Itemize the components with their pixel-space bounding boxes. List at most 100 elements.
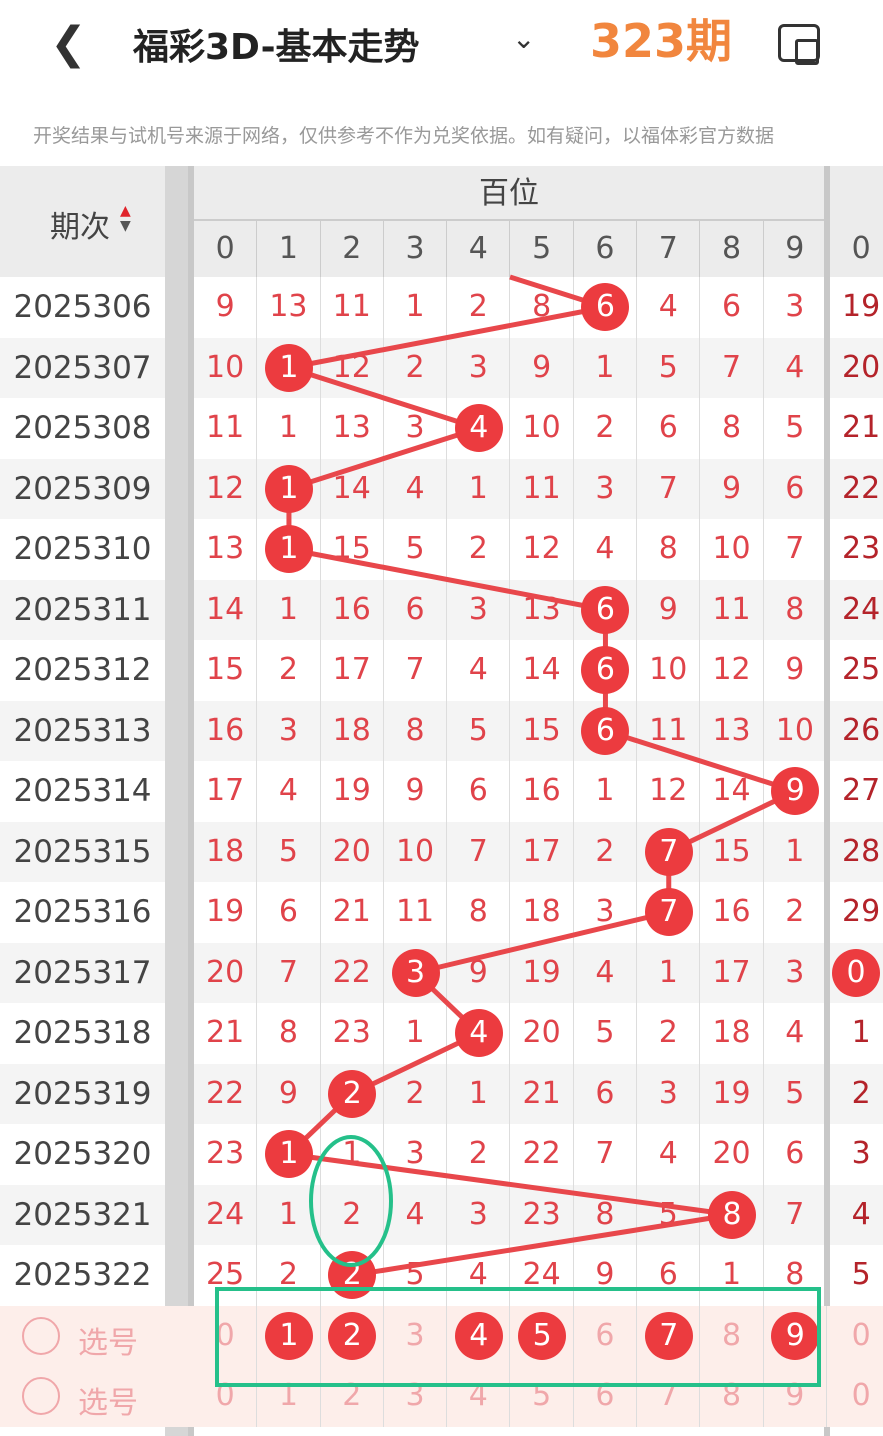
hit-cell: [384, 942, 448, 1003]
hit-cell: [574, 579, 638, 640]
omission-cell: 7: [384, 640, 448, 701]
omission-cell: 10: [511, 398, 574, 459]
omission-cell: 2: [447, 1124, 511, 1185]
pick-digit[interactable]: 6: [574, 1305, 638, 1366]
hundreds-group-header: 百位: [194, 166, 824, 221]
omission-cell: 2: [257, 640, 321, 701]
green-box-annotation: [215, 1287, 821, 1387]
pick-digit-selected[interactable]: [447, 1305, 511, 1366]
chevron-down-icon[interactable]: ⌄: [512, 22, 536, 55]
table-row: 2025312 15 2 17 7 4 14 10 12 9 25: [0, 640, 883, 701]
omission-cell: 2: [447, 519, 511, 580]
selected-digit-ball[interactable]: 2: [328, 1311, 377, 1360]
table-row: 2025319 22 9 2 1 21 6 3 19 5 2: [0, 1063, 883, 1124]
period-cell: 2025319: [13, 1075, 152, 1112]
table-row: 2025313 16 3 18 8 5 15 11 13 10 26: [0, 700, 883, 761]
pick-digit-selected[interactable]: [511, 1305, 574, 1366]
pick-row: 选号 0 1 2 3 4 5 6 7 8 9 0: [0, 1366, 883, 1427]
omission-cell: 4: [447, 640, 511, 701]
omission-cell: 13: [321, 398, 384, 459]
omission-cell: 3: [574, 458, 638, 519]
pick-digit-selected[interactable]: [637, 1305, 701, 1366]
pick-digit[interactable]: 3: [384, 1305, 448, 1366]
back-chevron-left-icon[interactable]: ❮: [50, 18, 87, 69]
omission-cell: 3: [384, 398, 448, 459]
omission-cell: 8: [384, 700, 448, 761]
hit-ball: 2: [328, 1069, 377, 1118]
period-header[interactable]: 期次: [50, 210, 110, 245]
hit-ball: 6: [581, 706, 630, 755]
trend-line-segment: [288, 1151, 733, 1218]
omission-cell: 14: [321, 458, 384, 519]
omission-cell: 6: [637, 398, 701, 459]
selected-digit-ball[interactable]: 9: [771, 1311, 820, 1360]
omission-cell: 8: [257, 1003, 321, 1064]
omission-cell: 7: [574, 1124, 638, 1185]
pick-next-digit[interactable]: 0: [830, 1366, 883, 1427]
next-group-cell: 28: [830, 822, 883, 883]
sort-icon[interactable]: ▲ ▼: [120, 203, 131, 234]
omission-cell: 18: [700, 1003, 764, 1064]
omission-cell: 10: [764, 700, 827, 761]
omission-cell: 2: [384, 1063, 448, 1124]
omission-cell: 2: [574, 821, 638, 882]
column-divider: [824, 166, 830, 1436]
omission-cell: 2: [447, 277, 511, 338]
page-title[interactable]: 福彩3D-基本走势: [133, 27, 420, 68]
omission-cell: 19: [700, 1063, 764, 1124]
omission-cell: 8: [511, 277, 574, 338]
omission-cell: 9: [574, 1245, 638, 1306]
next-group-cell: 25: [830, 640, 883, 701]
omission-cell: 23: [511, 1184, 574, 1245]
selected-digit-ball[interactable]: 7: [644, 1311, 693, 1360]
pick-digit[interactable]: 8: [700, 1305, 764, 1366]
omission-cell: 6: [637, 1245, 701, 1306]
omission-cell: 6: [574, 1063, 638, 1124]
omission-cell: 12: [700, 640, 764, 701]
omission-cell: 18: [194, 821, 258, 882]
omission-cell: 1: [384, 1003, 448, 1064]
pick-digit-selected[interactable]: [321, 1305, 384, 1366]
omission-cell: 18: [511, 882, 574, 943]
omission-cell: 19: [321, 761, 384, 822]
screen-rotate-icon[interactable]: [778, 24, 820, 65]
annotation-layer: [215, 1135, 821, 1387]
next-group-cell: 21: [830, 398, 883, 459]
selected-digit-ball[interactable]: 4: [454, 1311, 503, 1360]
period-cell: 2025322: [13, 1257, 152, 1293]
omission-cell: 3: [447, 1184, 511, 1245]
next-group-digit-header: 0: [830, 221, 883, 277]
next-group-cell: 5: [830, 1245, 883, 1306]
omission-cell: 11: [194, 398, 258, 459]
omission-cell: 17: [194, 761, 258, 822]
omission-cell: 16: [700, 882, 764, 943]
omission-cell: 22: [321, 942, 384, 1003]
pick-digit-selected[interactable]: [764, 1305, 827, 1366]
hit-ball: 3: [391, 948, 440, 997]
pick-radio[interactable]: [22, 1377, 60, 1415]
period-annotation: 323期: [590, 14, 733, 68]
pick-digit[interactable]: 0: [194, 1305, 258, 1366]
omission-cell: 12: [194, 458, 258, 519]
next-group-cell: 1: [830, 1003, 883, 1064]
omission-cell: 9: [700, 458, 764, 519]
table-row: 2025317 20 7 22 9 19 4 1 17 3: [0, 942, 883, 1003]
next-group-cell: 4: [830, 1185, 883, 1246]
selected-digit-ball[interactable]: 5: [518, 1311, 567, 1360]
next-group-cell: 27: [830, 761, 883, 822]
trend-line-segment: [414, 909, 670, 976]
selected-digit-ball[interactable]: 1: [264, 1311, 313, 1360]
omission-cell: 21: [194, 1003, 258, 1064]
hit-cell: [574, 700, 638, 761]
digit-header: 6: [574, 221, 638, 277]
pick-radio[interactable]: [22, 1316, 60, 1355]
hit-ball: 4: [454, 404, 503, 453]
omission-cell: 16: [511, 761, 574, 822]
omission-cell: 7: [637, 458, 701, 519]
omission-cell: 11: [321, 277, 384, 338]
pick-digit-selected[interactable]: [257, 1305, 321, 1366]
pick-next-digit[interactable]: 0: [830, 1306, 883, 1367]
hit-ball: 7: [644, 888, 693, 937]
next-group-cell: 29: [830, 882, 883, 943]
hit-ball: 1: [264, 464, 313, 513]
